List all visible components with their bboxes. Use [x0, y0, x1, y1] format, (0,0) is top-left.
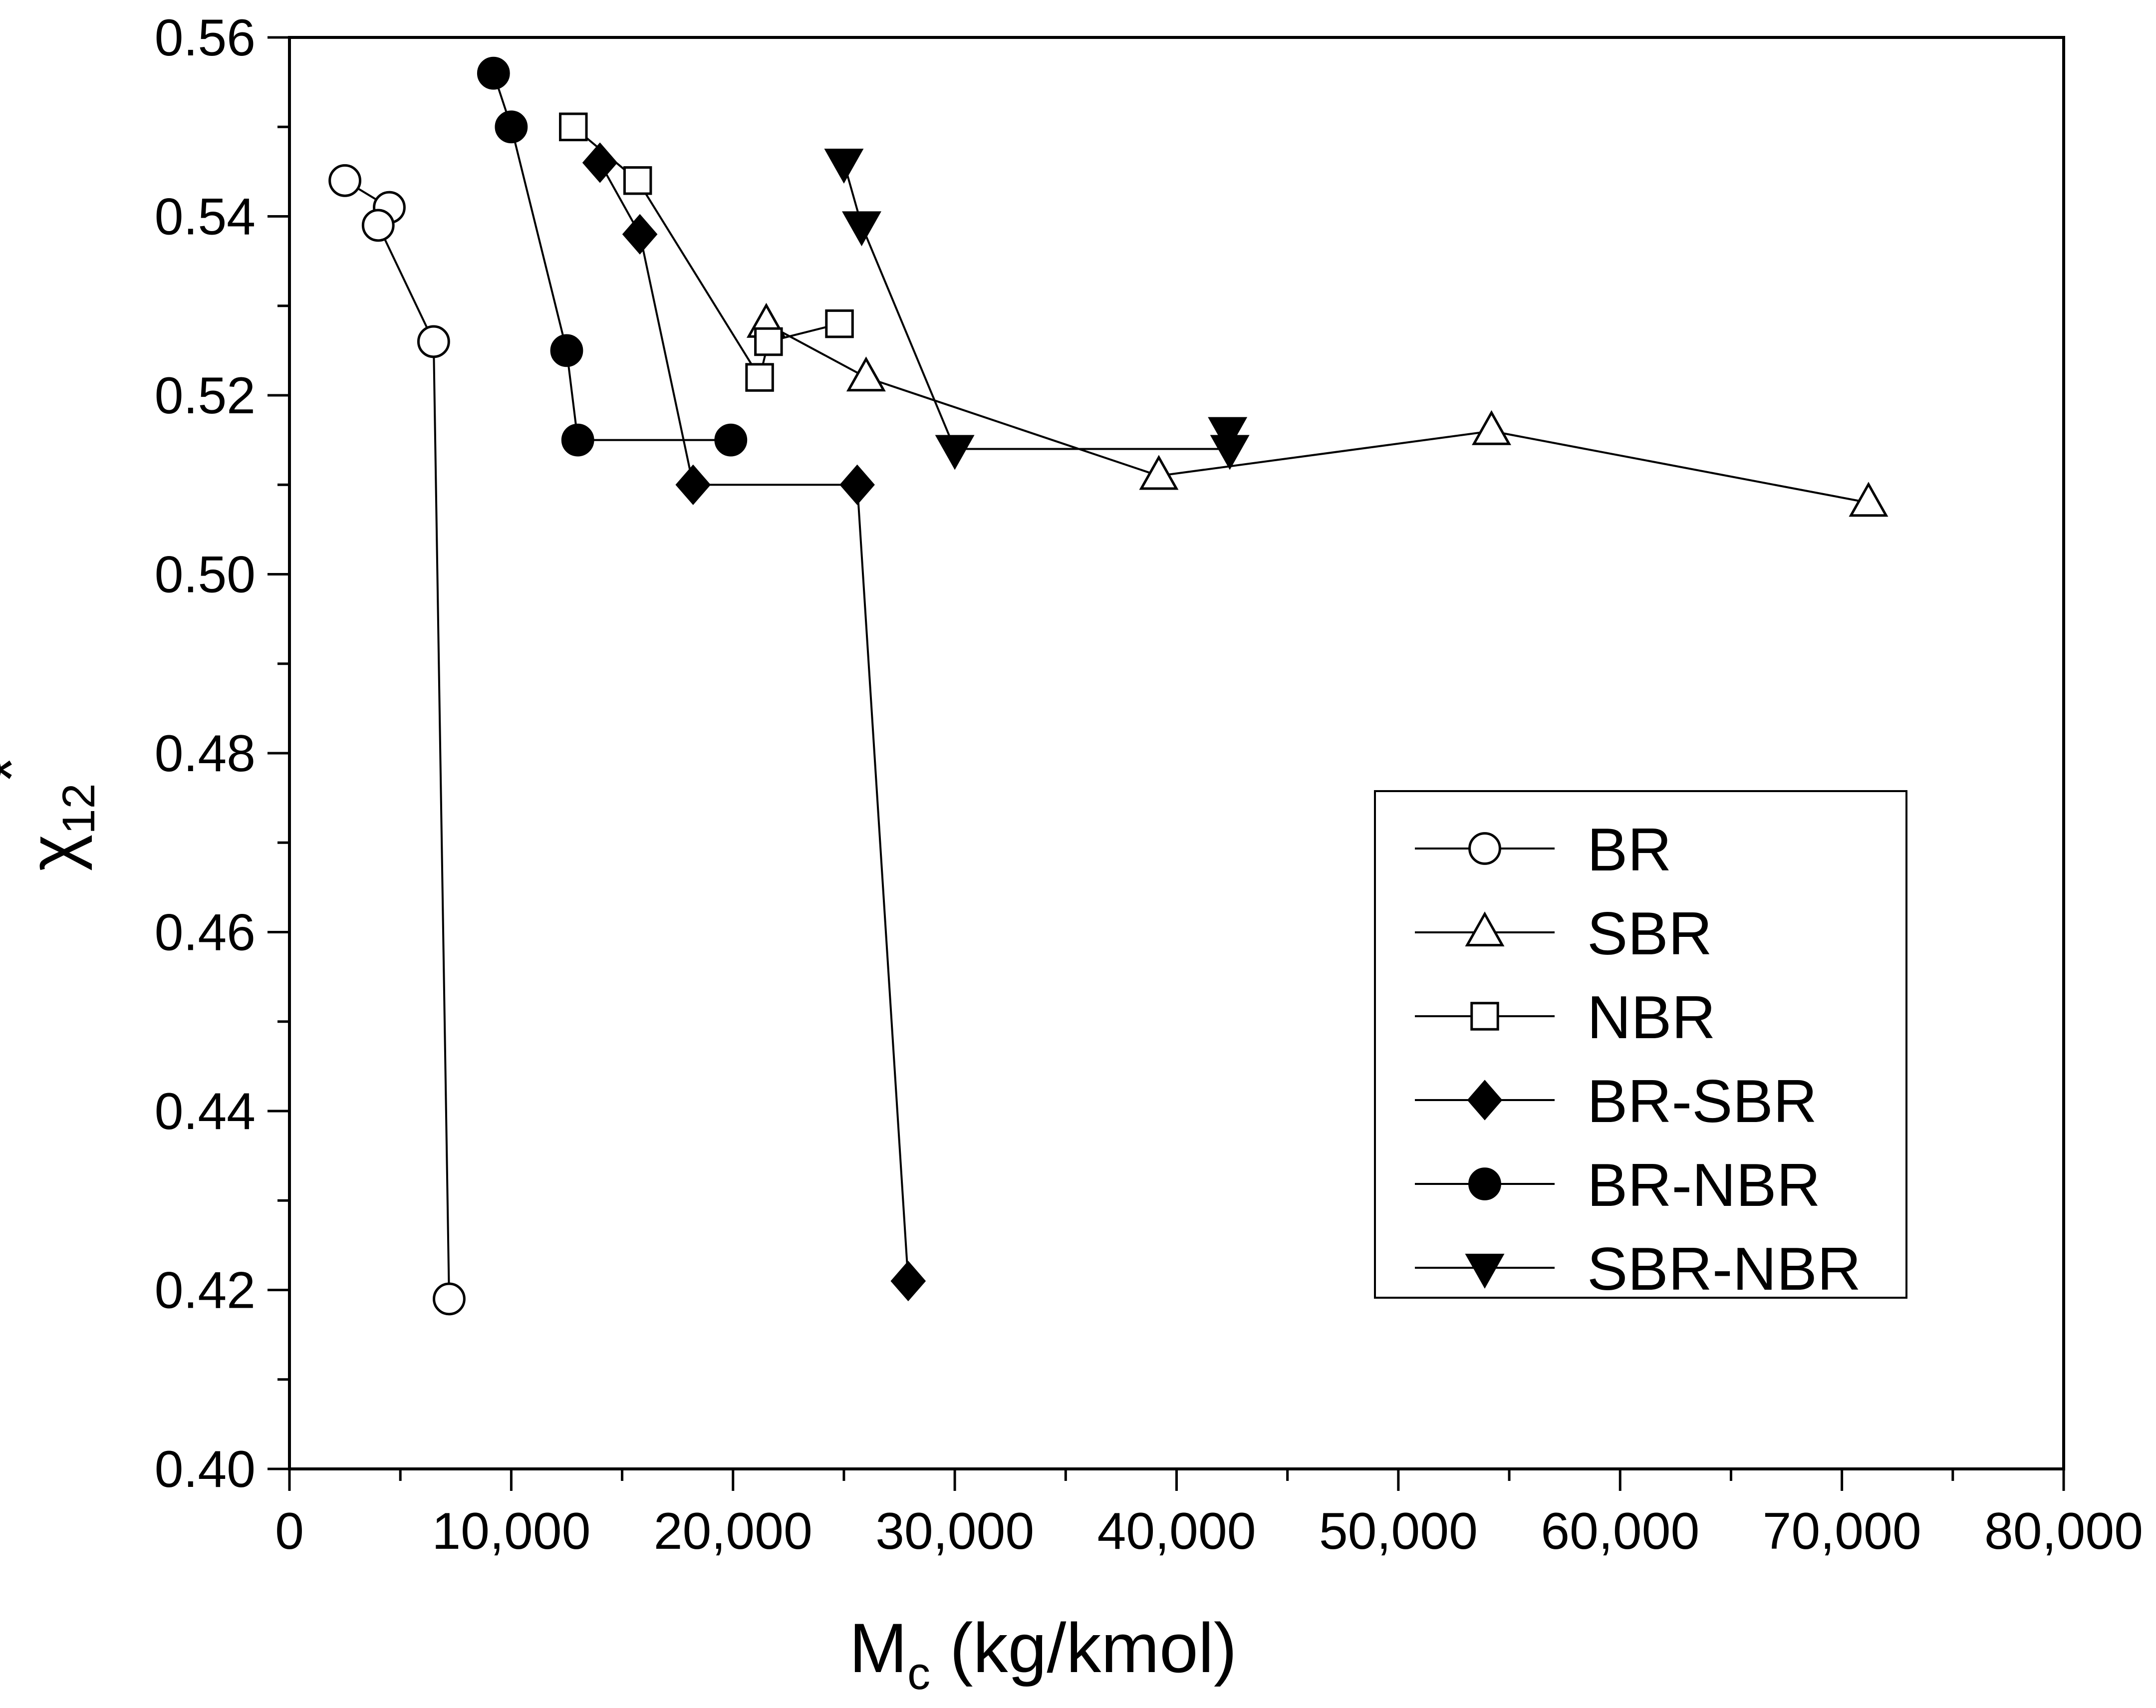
data-point-nbr — [745, 363, 774, 392]
y-tick-label: 0.50 — [155, 546, 256, 604]
y-tick-label: 0.54 — [155, 188, 256, 246]
axes-layer: 0 10,000 20,000 30,000 40,000 50,000 60,000 70,… — [155, 9, 2143, 1560]
y-tick-label: 0.44 — [155, 1083, 256, 1140]
plot-layer — [328, 56, 1888, 1316]
data-point-br-nbr — [714, 423, 748, 457]
x-axis-label: Mc (kg/kmol) — [849, 1609, 1237, 1699]
legend-item: BR-NBR — [1415, 1151, 1821, 1219]
legend-box — [1374, 790, 1907, 1299]
legend-label: SBR-NBR — [1587, 1235, 1861, 1303]
data-point-br — [433, 1282, 466, 1316]
legend-label: BR-NBR — [1587, 1151, 1821, 1219]
legend-label: BR — [1587, 816, 1671, 883]
series-sbr-nbr — [824, 148, 1250, 470]
x-axis-label-main: M — [849, 1609, 907, 1687]
data-point-nbr — [754, 327, 783, 356]
series-br-sbr — [582, 142, 926, 1302]
y-tick-label: 0.40 — [155, 1440, 256, 1498]
data-point-sbr — [1849, 482, 1888, 517]
legend-item: BR — [1415, 816, 1671, 883]
data-point-br — [328, 164, 361, 197]
data-point-br-nbr — [550, 334, 583, 367]
y-axis-label-sup: * — [0, 756, 50, 783]
y-tick-label: 0.48 — [155, 725, 256, 783]
legend-marker-nbr — [1470, 1002, 1499, 1031]
data-point-sbr-nbr — [1208, 417, 1248, 452]
legend-marker-br — [1468, 832, 1501, 865]
y-tick-label: 0.46 — [155, 904, 256, 962]
x-tick-label: 0 — [275, 1502, 304, 1560]
x-tick-label: 20,000 — [654, 1502, 812, 1560]
data-point-nbr — [623, 166, 652, 195]
data-point-br-sbr — [582, 142, 618, 183]
data-point-sbr-nbr — [842, 211, 881, 247]
legend: BR SBR NBR BR-SBR BR-NBR SBR-NBR — [1374, 790, 1907, 1303]
x-tick-label: 30,000 — [875, 1502, 1034, 1560]
data-point-nbr — [825, 309, 854, 338]
x-tick-label: 10,000 — [432, 1502, 590, 1560]
data-point-sbr-nbr — [824, 148, 864, 184]
legend-label: SBR — [1587, 899, 1712, 967]
y-axis-label-sub: 12 — [53, 783, 104, 834]
legend-marker-br-sbr — [1467, 1080, 1503, 1121]
legend-item: SBR-NBR — [1415, 1235, 1861, 1303]
x-tick-label: 50,000 — [1319, 1502, 1478, 1560]
x-tick-label: 70,000 — [1763, 1502, 1921, 1560]
x-axis-label-sub: c — [907, 1648, 930, 1699]
data-point-nbr — [559, 112, 588, 141]
data-point-br-sbr — [839, 464, 875, 505]
legend-marker-br-nbr — [1468, 1167, 1501, 1200]
series-br — [328, 164, 466, 1316]
legend-item: NBR — [1415, 983, 1716, 1051]
legend-marker-sbr — [1465, 911, 1505, 947]
data-point-br-nbr — [477, 56, 510, 90]
y-tick-label: 0.42 — [155, 1262, 256, 1320]
y-axis-label-main: χ — [14, 835, 92, 871]
data-point-br-sbr — [622, 214, 658, 255]
y-tick-label: 0.56 — [155, 9, 256, 67]
data-point-br-sbr — [890, 1260, 926, 1302]
y-tick-label: 0.52 — [155, 367, 256, 425]
data-point-sbr — [846, 356, 886, 392]
series-br-nbr — [477, 56, 748, 457]
data-point-br-nbr — [561, 423, 594, 457]
data-point-sbr — [1139, 455, 1179, 490]
data-point-br — [417, 325, 450, 358]
legend-label: NBR — [1587, 983, 1716, 1051]
legend-item: SBR — [1415, 899, 1712, 967]
x-tick-label: 80,000 — [1984, 1502, 2143, 1560]
x-tick-label: 40,000 — [1097, 1502, 1256, 1560]
data-point-sbr-nbr — [935, 435, 975, 470]
legend-item: BR-SBR — [1415, 1067, 1817, 1135]
data-point-br-nbr — [495, 110, 528, 144]
x-axis-label-rest: (kg/kmol) — [930, 1609, 1237, 1687]
data-point-sbr — [1472, 410, 1511, 445]
data-point-br-sbr — [675, 464, 711, 505]
series-sbr — [746, 302, 1888, 517]
legend-marker-sbr-nbr — [1465, 1253, 1505, 1289]
y-axis-label: χ12* — [0, 756, 104, 871]
data-point-br — [361, 209, 395, 242]
x-tick-label: 60,000 — [1541, 1502, 1699, 1560]
legend-label: BR-SBR — [1587, 1067, 1817, 1135]
